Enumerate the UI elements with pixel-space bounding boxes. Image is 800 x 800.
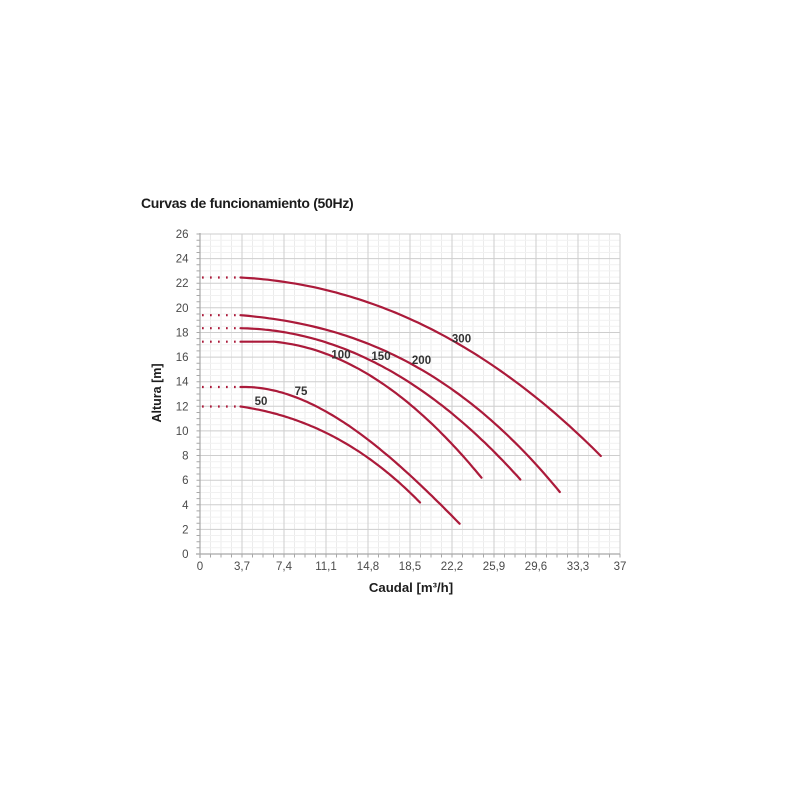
svg-text:29,6: 29,6 xyxy=(525,561,547,573)
svg-text:22,2: 22,2 xyxy=(441,561,463,573)
svg-text:7,4: 7,4 xyxy=(276,561,293,573)
svg-text:50: 50 xyxy=(255,396,268,408)
svg-text:18,5: 18,5 xyxy=(399,561,421,573)
svg-text:8: 8 xyxy=(182,451,188,463)
svg-text:6: 6 xyxy=(182,475,188,487)
svg-text:24: 24 xyxy=(176,254,189,266)
svg-text:33,3: 33,3 xyxy=(567,561,589,573)
svg-text:300: 300 xyxy=(452,334,471,346)
svg-text:14,8: 14,8 xyxy=(357,561,379,573)
svg-text:3,7: 3,7 xyxy=(234,561,250,573)
svg-text:200: 200 xyxy=(412,355,431,367)
svg-text:Curvas de funcionamiento (50Hz: Curvas de funcionamiento (50Hz) xyxy=(141,195,353,211)
svg-text:12: 12 xyxy=(176,401,189,413)
svg-text:16: 16 xyxy=(176,352,189,364)
svg-text:37: 37 xyxy=(614,561,627,573)
svg-text:4: 4 xyxy=(182,500,189,512)
svg-text:75: 75 xyxy=(295,386,308,398)
svg-text:20: 20 xyxy=(176,303,189,315)
svg-text:10: 10 xyxy=(176,426,189,438)
svg-text:26: 26 xyxy=(176,229,189,241)
svg-text:25,9: 25,9 xyxy=(483,561,505,573)
svg-text:100: 100 xyxy=(331,350,350,362)
svg-text:Altura [m]: Altura [m] xyxy=(150,363,164,422)
svg-text:18: 18 xyxy=(176,328,189,340)
svg-text:0: 0 xyxy=(197,561,203,573)
svg-text:11,1: 11,1 xyxy=(315,561,337,573)
svg-text:150: 150 xyxy=(371,351,390,363)
svg-text:14: 14 xyxy=(176,377,189,389)
svg-text:0: 0 xyxy=(182,549,188,561)
svg-text:22: 22 xyxy=(176,278,189,290)
svg-text:Caudal [m³/h]: Caudal [m³/h] xyxy=(369,580,453,595)
svg-text:2: 2 xyxy=(182,524,188,536)
